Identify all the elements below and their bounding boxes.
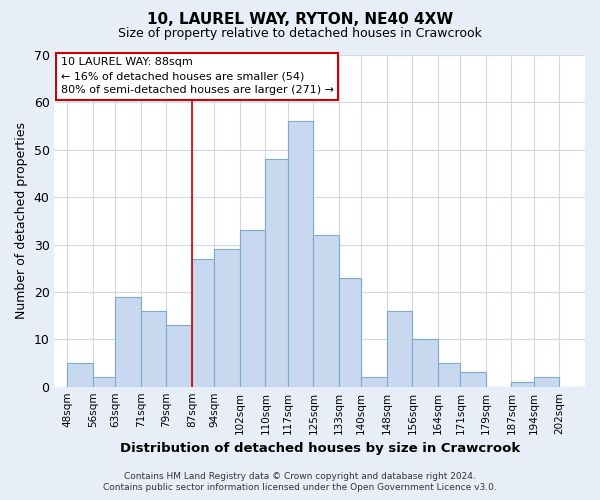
Text: 10 LAUREL WAY: 88sqm
← 16% of detached houses are smaller (54)
80% of semi-detac: 10 LAUREL WAY: 88sqm ← 16% of detached h… — [61, 58, 334, 96]
Bar — [412, 340, 438, 386]
Bar — [534, 377, 559, 386]
Bar — [511, 382, 534, 386]
Bar — [438, 363, 460, 386]
Bar — [115, 296, 141, 386]
Bar — [93, 377, 115, 386]
X-axis label: Distribution of detached houses by size in Crawcrook: Distribution of detached houses by size … — [119, 442, 520, 455]
Text: Contains HM Land Registry data © Crown copyright and database right 2024.
Contai: Contains HM Land Registry data © Crown c… — [103, 472, 497, 492]
Bar — [313, 235, 339, 386]
Bar — [265, 159, 288, 386]
Bar — [288, 122, 313, 386]
Bar — [460, 372, 486, 386]
Bar — [166, 325, 192, 386]
Bar — [141, 311, 166, 386]
Y-axis label: Number of detached properties: Number of detached properties — [15, 122, 28, 320]
Text: Size of property relative to detached houses in Crawcrook: Size of property relative to detached ho… — [118, 28, 482, 40]
Bar — [387, 311, 412, 386]
Text: 10, LAUREL WAY, RYTON, NE40 4XW: 10, LAUREL WAY, RYTON, NE40 4XW — [147, 12, 453, 28]
Bar — [67, 363, 93, 386]
Bar — [361, 377, 387, 386]
Bar — [240, 230, 265, 386]
Bar — [214, 250, 240, 386]
Bar — [192, 258, 214, 386]
Bar — [339, 278, 361, 386]
